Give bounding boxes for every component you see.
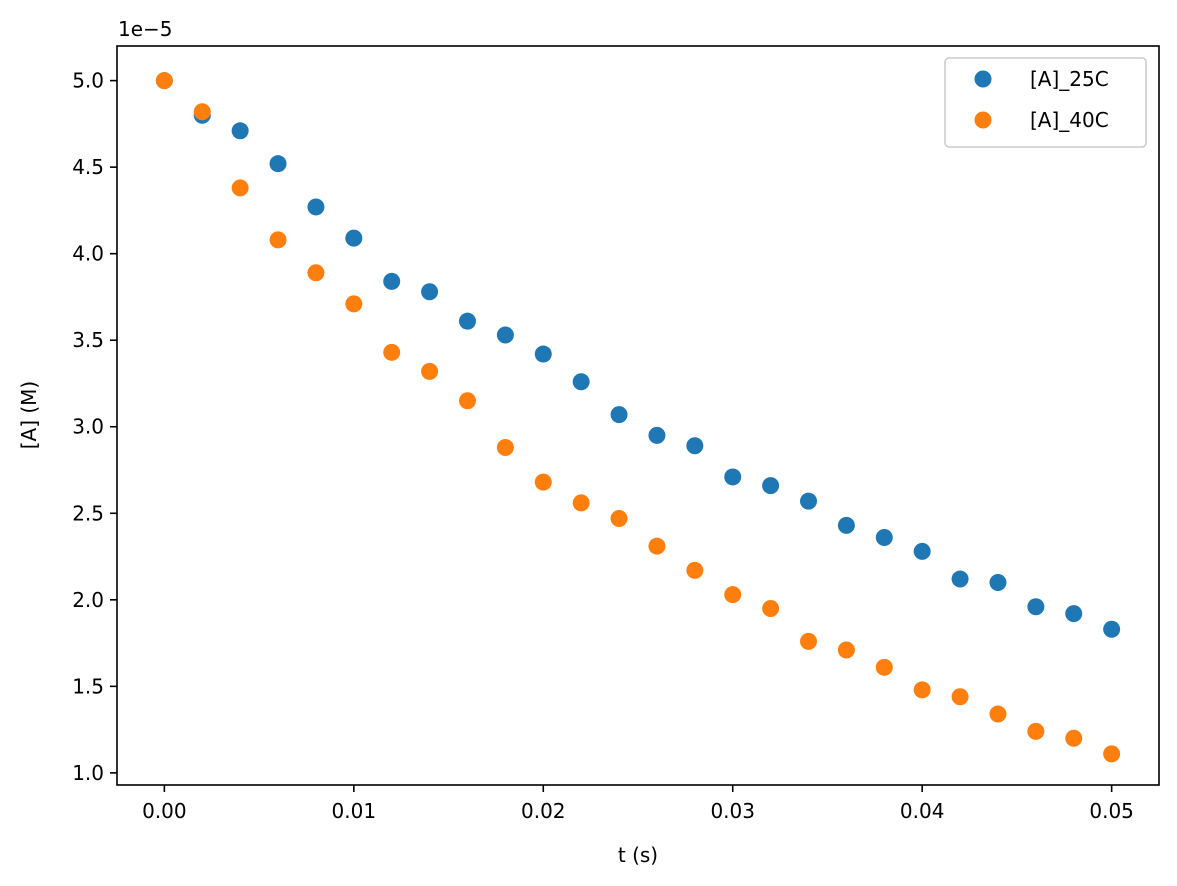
data-point xyxy=(1027,722,1045,740)
data-point xyxy=(155,72,173,90)
data-point xyxy=(383,272,401,290)
plot-frame xyxy=(116,45,1160,786)
data-point xyxy=(496,439,514,457)
data-point xyxy=(307,198,325,216)
y-tick-label: 1.0 xyxy=(72,761,104,785)
data-point xyxy=(496,326,514,344)
x-tick-label: 0.01 xyxy=(332,799,377,823)
data-point xyxy=(421,362,439,380)
data-point xyxy=(610,406,628,424)
data-point xyxy=(762,477,780,495)
data-point xyxy=(572,494,590,512)
y-tick-label: 3.5 xyxy=(72,328,104,352)
x-tick-label: 0.03 xyxy=(710,799,755,823)
data-point xyxy=(458,392,476,410)
data-point xyxy=(610,509,628,527)
y-offset-label: 1e−5 xyxy=(118,17,173,41)
data-point xyxy=(837,641,855,659)
x-tick-label: 0.05 xyxy=(1089,799,1134,823)
y-tick-label: 5.0 xyxy=(72,69,104,93)
data-point xyxy=(648,426,666,444)
data-point xyxy=(875,658,893,676)
data-point xyxy=(345,229,363,247)
points-layer xyxy=(155,72,1121,763)
data-point xyxy=(762,599,780,617)
x-tick-label: 0.04 xyxy=(900,799,945,823)
data-point xyxy=(875,529,893,547)
data-point xyxy=(307,264,325,282)
data-point xyxy=(800,492,818,510)
data-point xyxy=(989,574,1007,592)
data-point xyxy=(572,373,590,391)
legend: [A]_25C [A]_40C xyxy=(944,57,1147,148)
data-point xyxy=(193,103,211,121)
y-tick-label: 4.5 xyxy=(72,155,104,179)
data-point xyxy=(724,468,742,486)
x-tick-label: 0.00 xyxy=(142,799,187,823)
data-point xyxy=(1027,598,1045,616)
legend-marker-25c xyxy=(974,70,992,88)
series-1 xyxy=(155,72,1121,763)
y-axis-ticks: 1.0 1.5 2.0 2.5 3.0 3.5 4.0 4.5 5.0 xyxy=(72,69,117,785)
data-point xyxy=(534,345,552,363)
data-point xyxy=(269,231,287,249)
legend-label-25c: [A]_25C xyxy=(1030,67,1109,91)
x-tick-label: 0.02 xyxy=(521,799,566,823)
data-point xyxy=(1103,620,1121,638)
x-axis-ticks: 0.00 0.01 0.02 0.03 0.04 0.05 xyxy=(142,785,1134,823)
data-point xyxy=(951,570,969,588)
data-point xyxy=(534,473,552,491)
legend-marker-40c xyxy=(974,111,992,129)
data-point xyxy=(231,122,249,140)
data-point xyxy=(1103,745,1121,763)
data-point xyxy=(989,705,1007,723)
data-point xyxy=(724,586,742,604)
data-point xyxy=(421,283,439,301)
y-tick-label: 4.0 xyxy=(72,242,104,266)
y-tick-label: 2.5 xyxy=(72,501,104,525)
data-point xyxy=(648,537,666,555)
data-point xyxy=(383,343,401,361)
data-point xyxy=(269,155,287,173)
y-tick-label: 3.0 xyxy=(72,415,104,439)
y-tick-label: 2.0 xyxy=(72,588,104,612)
y-axis-label: [A] (M) xyxy=(17,381,41,450)
data-point xyxy=(231,179,249,197)
data-point xyxy=(951,688,969,706)
data-point xyxy=(913,542,931,560)
data-point xyxy=(837,516,855,534)
data-point xyxy=(1065,729,1083,747)
data-point xyxy=(345,295,363,313)
data-point xyxy=(1065,605,1083,623)
data-point xyxy=(458,312,476,330)
x-axis-label: t (s) xyxy=(618,843,658,867)
legend-box xyxy=(944,57,1147,148)
legend-label-40c: [A]_40C xyxy=(1030,108,1109,132)
data-point xyxy=(686,437,704,455)
data-point xyxy=(913,681,931,699)
y-tick-label: 1.5 xyxy=(72,674,104,698)
data-point xyxy=(800,632,818,650)
data-point xyxy=(686,561,704,579)
